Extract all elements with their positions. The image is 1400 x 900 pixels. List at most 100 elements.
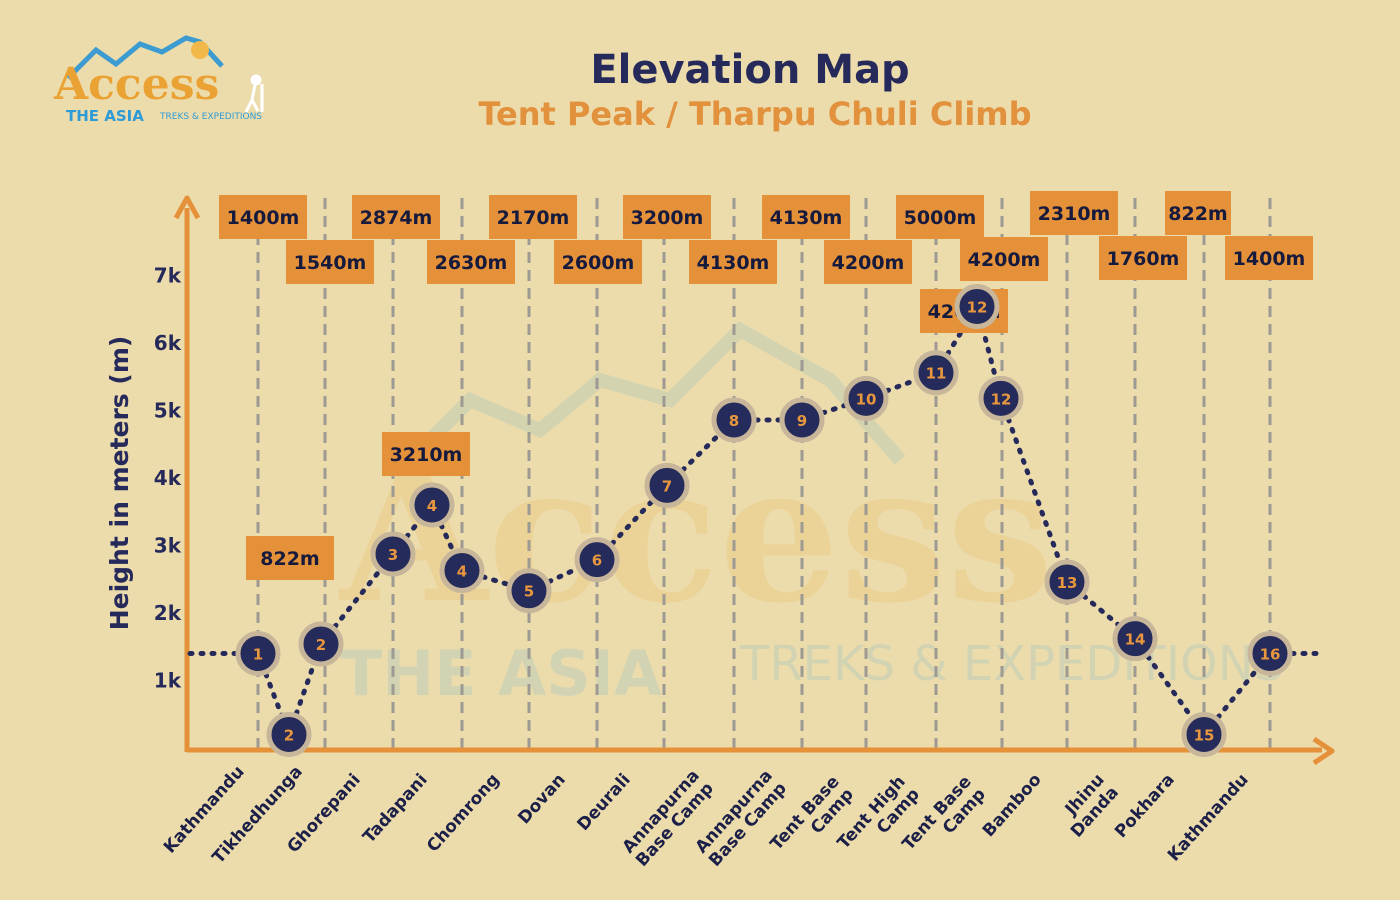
svg-text:4200m: 4200m	[832, 252, 905, 274]
elevation-label: 4200m	[960, 237, 1048, 281]
x-axis-arrow-icon	[1312, 736, 1335, 766]
svg-text:2310m: 2310m	[1038, 203, 1111, 225]
y-tick-labels: 1k 2k 3k 4k 5k 6k 7k	[154, 264, 182, 693]
day-marker: 2	[298, 621, 344, 667]
day-marker: 4	[439, 547, 485, 593]
svg-text:1400m: 1400m	[227, 207, 300, 229]
svg-text:1: 1	[253, 646, 263, 664]
elevation-label: 4130m	[689, 240, 777, 284]
svg-text:4200m: 4200m	[968, 249, 1041, 271]
day-marker: 16	[1247, 631, 1293, 676]
day-marker: 4	[409, 482, 455, 528]
svg-text:3: 3	[388, 546, 398, 564]
svg-text:11: 11	[926, 365, 947, 383]
svg-text:2: 2	[284, 727, 294, 745]
day-marker: 14	[1112, 616, 1158, 662]
elevation-label: 2874m	[352, 195, 440, 239]
svg-text:3210m: 3210m	[390, 444, 463, 466]
svg-text:16: 16	[1260, 646, 1281, 664]
svg-text:15: 15	[1194, 727, 1215, 745]
svg-text:14: 14	[1125, 631, 1146, 649]
day-marker: 12	[978, 375, 1024, 421]
day-marker: 12	[954, 284, 1000, 330]
svg-text:6: 6	[592, 552, 602, 570]
chart-title: Elevation Map	[590, 47, 909, 93]
brand-logo: Access THE ASIA TREKS & EXPEDITIONS	[53, 35, 264, 125]
svg-text:1400m: 1400m	[1233, 248, 1306, 270]
y-tick-label: 7k	[154, 264, 182, 288]
logo-access-text: Access	[53, 59, 219, 110]
svg-text:2600m: 2600m	[562, 252, 635, 274]
elevation-label: 2630m	[427, 240, 515, 284]
elevation-label: 4200m	[824, 240, 912, 284]
svg-text:2: 2	[316, 636, 326, 654]
svg-text:8: 8	[729, 412, 739, 430]
path-segment	[318, 551, 396, 647]
svg-text:2874m: 2874m	[360, 207, 433, 229]
y-tick-label: 3k	[154, 534, 182, 558]
day-marker: 9	[779, 397, 825, 443]
svg-text:5000m: 5000m	[904, 207, 977, 229]
elevation-label: 3200m	[623, 195, 711, 239]
axes	[173, 195, 1335, 766]
y-tick-label: 6k	[154, 331, 182, 355]
elevation-label: 5000m	[896, 195, 984, 239]
day-marker: 2	[266, 712, 312, 757]
y-tick-label: 2k	[154, 601, 182, 625]
elevation-label: 1400m	[219, 195, 307, 239]
elevation-label: 1540m	[286, 240, 374, 284]
y-axis-label: Height in meters (m)	[105, 336, 134, 631]
svg-text:2630m: 2630m	[435, 252, 508, 274]
elevation-label: 1760m	[1099, 236, 1187, 280]
logo-sun-icon	[191, 41, 209, 59]
day-marker: 6	[574, 537, 620, 583]
y-tick-label: 1k	[154, 669, 182, 693]
svg-text:822m: 822m	[260, 548, 319, 570]
elevation-label: 822m	[246, 536, 334, 580]
x-category-label: Pokhara	[1111, 770, 1179, 842]
logo-tagline-text: TREKS & EXPEDITIONS	[159, 112, 262, 122]
svg-text:2170m: 2170m	[497, 207, 570, 229]
svg-text:822m: 822m	[1168, 203, 1227, 225]
elevation-label: 822m	[1165, 191, 1231, 235]
day-marker: 3	[370, 531, 416, 577]
svg-text:1540m: 1540m	[294, 252, 367, 274]
x-category-label: Tent BaseCamp	[899, 772, 990, 867]
x-category-label: Dovan	[514, 770, 569, 828]
svg-text:12: 12	[967, 299, 988, 317]
day-marker: 1	[235, 631, 281, 676]
svg-text:10: 10	[856, 390, 877, 408]
svg-text:1760m: 1760m	[1107, 248, 1180, 270]
svg-text:12: 12	[991, 390, 1012, 408]
svg-text:5: 5	[524, 583, 534, 601]
elevation-label: 1400m	[1225, 236, 1313, 280]
svg-text:4: 4	[457, 562, 467, 580]
elevation-label: 2170m	[489, 195, 577, 239]
watermark-the-asia-text: THE ASIA	[340, 637, 662, 710]
logo-the-asia-text: THE ASIA	[66, 107, 144, 125]
day-marker: 5	[506, 568, 552, 614]
svg-text:4130m: 4130m	[770, 207, 843, 229]
x-category-label: Chomrong	[423, 770, 504, 856]
elevation-label: 2310m	[1030, 191, 1118, 235]
elevation-label: 2600m	[554, 240, 642, 284]
svg-text:7: 7	[662, 477, 672, 495]
y-tick-label: 4k	[154, 466, 182, 490]
elevation-label: 3210m	[382, 432, 470, 476]
svg-text:13: 13	[1057, 574, 1078, 592]
day-marker: 7	[644, 462, 690, 508]
watermark-tagline-text: TREKS & EXPEDITIONS	[739, 636, 1284, 692]
day-marker: 13	[1044, 559, 1090, 605]
day-marker: 8	[711, 397, 757, 443]
x-category-label: Bamboo	[979, 770, 1046, 841]
svg-text:4130m: 4130m	[697, 252, 770, 274]
svg-text:3200m: 3200m	[631, 207, 704, 229]
day-marker: 10	[843, 375, 889, 421]
logo-hiker-icon	[244, 74, 264, 113]
y-tick-label: 5k	[154, 399, 182, 423]
x-category-labels: KathmanduTikhedhungaGhorepaniTadapaniCho…	[160, 762, 1253, 871]
y-axis-arrow-icon	[173, 195, 201, 220]
path-segment	[998, 395, 1070, 585]
